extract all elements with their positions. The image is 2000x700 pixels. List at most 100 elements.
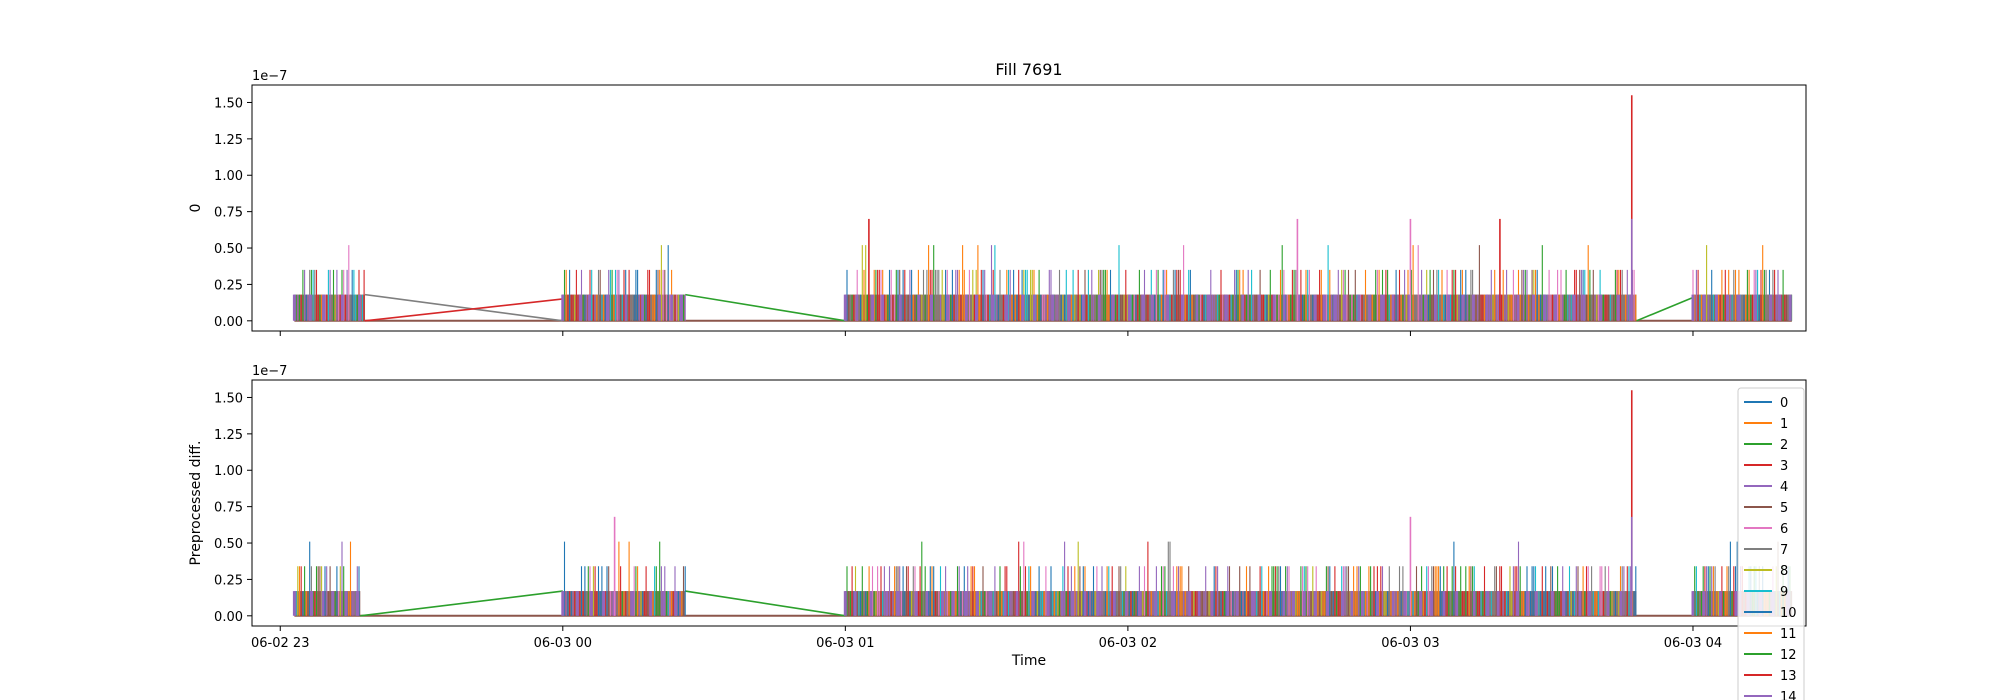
legend-label: 13 — [1780, 669, 1797, 684]
activity-segment — [292, 245, 366, 321]
y-tick-label: 1.00 — [214, 169, 243, 184]
series-12-spikes — [587, 566, 668, 616]
legend-item: 7 — [1744, 543, 1788, 558]
series-4-spikes — [1691, 294, 1792, 321]
series-9-spikes — [858, 566, 1630, 616]
series-7-spikes — [1699, 566, 1760, 616]
chart-title: Fill 7691 — [995, 60, 1062, 79]
legend-label: 5 — [1780, 501, 1788, 516]
series-11-spikes — [628, 541, 639, 616]
series-4-spikes — [843, 591, 1623, 616]
y-tick-label: 0.25 — [214, 278, 243, 293]
series-2-spikes — [849, 541, 1586, 616]
bottom-plot-frame — [251, 379, 1807, 627]
series-2-spikes — [1723, 269, 1793, 321]
series-3-spikes — [567, 269, 676, 321]
legend-label: 9 — [1780, 585, 1788, 600]
legend-item: 0 — [1744, 396, 1788, 411]
series-2-connector — [685, 590, 846, 617]
bottom-y-scale-label: 1e−7 — [252, 364, 287, 379]
legend-item: 9 — [1744, 585, 1788, 600]
x-tick-label: 06-03 00 — [534, 636, 592, 651]
legend-label: 0 — [1780, 396, 1788, 411]
series-4-spikes — [561, 294, 683, 321]
top-plot-content — [292, 95, 1793, 322]
activity-segment — [843, 541, 1637, 616]
legend-item: 3 — [1744, 459, 1788, 474]
series-0-spikes — [563, 541, 686, 616]
series-10-spikes — [633, 245, 669, 321]
series-9-spikes — [312, 269, 363, 321]
legend-item: 12 — [1744, 648, 1797, 663]
legend-item: 5 — [1744, 501, 1788, 516]
legend-item: 14 — [1744, 690, 1797, 700]
activity-segment — [1691, 245, 1793, 321]
activity-segment — [561, 245, 686, 321]
series-13-spikes — [315, 269, 319, 321]
series-10-spikes — [860, 566, 1637, 616]
series-lines — [292, 95, 1793, 322]
series-2-connector — [1636, 296, 1694, 322]
y-tick-label: 0.50 — [214, 242, 243, 257]
legend-label: 6 — [1780, 522, 1788, 537]
legend-label: 11 — [1780, 627, 1797, 642]
series-6-spikes — [589, 566, 671, 616]
y-tick-label: 0.50 — [214, 537, 243, 552]
top-y-axis: 0.00 0.25 0.50 0.75 1.00 1.25 1.50 — [214, 96, 252, 330]
bottom-x-axis: 06-02 23 06-03 00 06-03 01 06-03 02 06-03 03… — [251, 626, 1722, 651]
x-axis-label: Time — [1011, 653, 1046, 669]
x-tick-label: 06-02 23 — [251, 636, 309, 651]
series-0-spikes — [302, 541, 348, 616]
legend-label: 8 — [1780, 564, 1788, 579]
series-2-connector — [360, 590, 563, 617]
series-1-spikes — [298, 541, 352, 616]
series-3-spikes — [877, 269, 1632, 321]
activity-segment — [843, 245, 1637, 321]
series-9-spikes — [591, 269, 681, 321]
series-14-spikes — [304, 269, 331, 321]
y-tick-label: 1.00 — [214, 464, 243, 479]
y-tick-label: 0.00 — [214, 610, 243, 625]
y-tick-label: 1.50 — [214, 96, 243, 111]
series-7-spikes — [597, 269, 652, 321]
x-tick-label: 06-03 01 — [816, 636, 874, 651]
legend-label: 3 — [1780, 459, 1788, 474]
legend-item: 6 — [1744, 522, 1788, 537]
series-10-spikes — [846, 269, 1557, 321]
legend-item: 11 — [1744, 627, 1797, 642]
legend-label: 12 — [1780, 648, 1797, 663]
y-tick-label: 1.25 — [214, 133, 243, 148]
series-4-spikes — [292, 294, 362, 321]
y-tick-label: 0.25 — [214, 573, 243, 588]
legend-item: 4 — [1744, 480, 1788, 495]
legend-label: 7 — [1780, 543, 1788, 558]
series-9-spikes — [1699, 269, 1759, 321]
series-12-spikes — [846, 566, 1611, 616]
series-11-spikes — [1724, 566, 1782, 616]
series-lines — [292, 390, 1793, 617]
series-7-spikes — [1709, 269, 1789, 321]
bottom-panel: 0.000.250.500.751.001.251.50 06-02 23 06-… — [188, 364, 1807, 651]
series-2-spikes — [298, 269, 335, 321]
legend-label: 2 — [1780, 438, 1788, 453]
bottom-y-axis-label: Preprocessed diff. — [188, 441, 204, 566]
top-y-scale-label: 1e−7 — [252, 69, 287, 84]
series-14-spikes — [572, 566, 681, 616]
top-plot-frame — [251, 84, 1807, 332]
series-6-spikes — [616, 269, 678, 321]
series-1-spikes — [618, 541, 683, 616]
series-8-spikes — [297, 566, 346, 616]
series-3-spikes — [582, 566, 674, 616]
y-tick-label: 0.75 — [214, 206, 243, 221]
series-8-spikes — [592, 566, 642, 616]
legend-label: 1 — [1780, 417, 1788, 432]
y-tick-label: 1.25 — [214, 428, 243, 443]
series-4-spikes — [292, 591, 359, 616]
series-3-spikes — [300, 269, 365, 321]
series-5-spikes — [307, 566, 331, 616]
legend-label: 14 — [1780, 690, 1797, 700]
x-tick-label: 06-03 04 — [1664, 636, 1722, 651]
series-4-spikes — [843, 294, 1632, 321]
